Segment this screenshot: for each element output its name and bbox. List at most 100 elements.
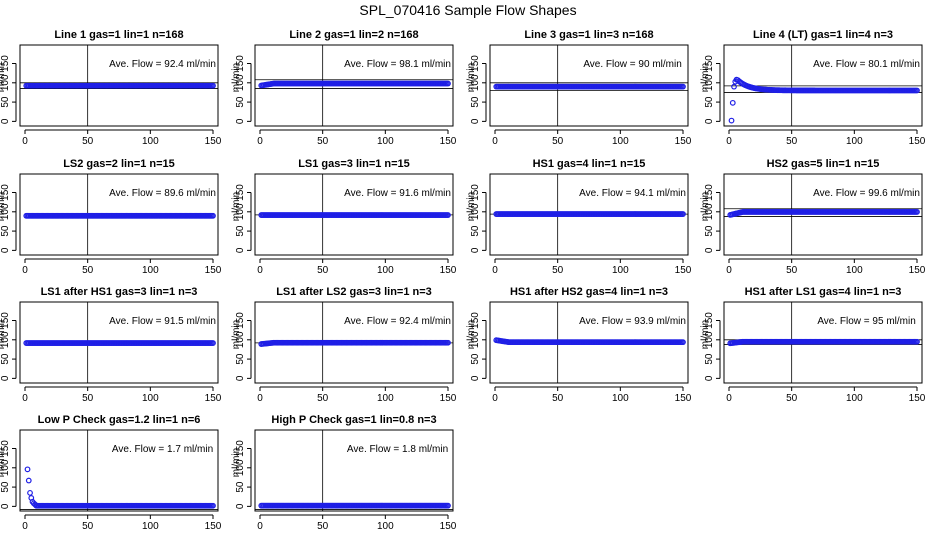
x-tick-label: 0 <box>257 265 263 276</box>
x-tick-label: 0 <box>22 265 28 276</box>
y-tick-label: 50 <box>0 481 11 493</box>
panel-grid: Line 1 gas=1 lin=1 n=168 0 50 100 150 0 50 100 1… <box>0 29 926 532</box>
chart-panel: Line 2 gas=1 lin=2 n=168 0 50 100 150 0 50 100 1… <box>231 29 457 147</box>
y-axis-label: ml/min <box>0 320 7 349</box>
y-tick-label: 100 <box>470 203 481 220</box>
y-tick-label: 50 <box>235 353 246 365</box>
panel-title: HS2 gas=5 lin=1 n=15 <box>767 158 880 170</box>
y-tick-label: 0 <box>0 247 11 253</box>
x-tick-label: 0 <box>257 521 263 532</box>
data-point <box>210 502 216 509</box>
y-tick-label: 100 <box>0 74 11 91</box>
y-tick-label: 0 <box>704 247 715 253</box>
y-tick-label: 0 <box>704 118 715 124</box>
y-tick-label: 50 <box>470 96 481 108</box>
y-tick-label: 0 <box>0 375 11 381</box>
x-tick-label: 50 <box>82 521 94 532</box>
data-point <box>914 209 920 215</box>
y-tick-label: 150 <box>704 55 715 72</box>
x-tick-label: 150 <box>440 136 457 147</box>
y-tick-label: 50 <box>0 353 11 365</box>
x-tick-label: 50 <box>317 265 329 276</box>
x-tick-label: 0 <box>492 265 498 276</box>
y-axis-label: ml/min <box>700 320 711 349</box>
y-tick-label: 0 <box>704 375 715 381</box>
y-tick-label: 0 <box>0 503 11 509</box>
y-tick-label: 100 <box>704 331 715 348</box>
data-series <box>258 502 451 509</box>
y-tick-label: 50 <box>704 96 715 108</box>
x-tick-label: 0 <box>726 136 732 147</box>
average-flow-annotation: Ave. Flow = 91.6 ml/min <box>344 188 451 199</box>
y-tick-label: 100 <box>0 331 11 348</box>
y-tick-label: 50 <box>470 353 481 365</box>
x-tick-label: 100 <box>142 136 159 147</box>
y-tick-label: 150 <box>0 184 11 201</box>
y-tick-label: 50 <box>704 353 715 365</box>
y-tick-label: 150 <box>0 440 11 457</box>
y-tick-label: 150 <box>470 184 481 201</box>
y-tick-label: 0 <box>470 247 481 253</box>
y-tick-label: 150 <box>0 55 11 72</box>
x-tick-label: 150 <box>440 393 457 404</box>
x-tick-label: 50 <box>317 521 329 532</box>
plot-frame <box>19 301 219 384</box>
x-tick-label: 150 <box>675 265 692 276</box>
plot-frame <box>723 301 923 384</box>
y-axis-label: ml/min <box>231 63 242 92</box>
y-tick-label: 50 <box>0 96 11 108</box>
y-tick-label: 100 <box>235 459 246 476</box>
chart-panel: Line 4 (LT) gas=1 lin=4 n=3 0 50 100 150 0 50 1… <box>700 29 926 147</box>
x-tick-label: 100 <box>142 393 159 404</box>
data-point <box>680 339 686 346</box>
x-tick-label: 0 <box>22 521 28 532</box>
y-tick-label: 100 <box>704 74 715 91</box>
x-tick-label: 0 <box>257 136 263 147</box>
y-tick-label: 50 <box>235 96 246 108</box>
y-tick-label: 100 <box>470 74 481 91</box>
x-tick-label: 0 <box>22 136 28 147</box>
y-axis-label: ml/min <box>0 448 7 477</box>
x-tick-label: 150 <box>909 393 926 404</box>
x-tick-label: 50 <box>786 265 798 276</box>
x-tick-label: 150 <box>440 265 457 276</box>
data-point <box>24 466 31 473</box>
y-tick-label: 150 <box>235 312 246 329</box>
y-tick-label: 0 <box>470 375 481 381</box>
panel-title: LS1 gas=3 lin=1 n=15 <box>298 158 410 170</box>
y-tick-label: 100 <box>235 331 246 348</box>
y-tick-label: 50 <box>235 481 246 493</box>
chart-panel: HS2 gas=5 lin=1 n=150 50 100 150050100150ml… <box>700 158 926 276</box>
average-flow-annotation: Ave. Flow = 93.9 ml/min <box>579 316 686 327</box>
data-point <box>445 80 451 87</box>
data-point <box>210 212 216 219</box>
panel-title: Line 4 (LT) gas=1 lin=4 n=3 <box>753 29 893 41</box>
data-series <box>493 337 686 346</box>
figure-title: SPL_070416 Sample Flow Shapes <box>359 2 576 18</box>
chart-panel: LS2 gas=2 lin=1 n=150 50 100 150050100150ml… <box>0 158 222 276</box>
chart-panel: LS1 gas=3 lin=1 n=150 50 100 150050100150ml… <box>231 158 457 276</box>
y-tick-label: 150 <box>704 184 715 201</box>
y-tick-label: 150 <box>470 312 481 329</box>
chart-panel: HS1 after HS2 gas=4 lin=1 n=3 0 50 100 150 0 5… <box>466 286 692 404</box>
data-point <box>914 87 920 94</box>
x-tick-label: 100 <box>612 136 629 147</box>
data-point <box>729 99 736 106</box>
x-tick-label: 50 <box>552 393 564 404</box>
data-series <box>258 339 451 347</box>
average-flow-annotation: Ave. Flow = 1.7 ml/min <box>112 444 213 455</box>
y-tick-label: 100 <box>0 459 11 476</box>
data-series <box>258 80 451 89</box>
x-tick-label: 100 <box>846 136 863 147</box>
x-tick-label: 0 <box>492 136 498 147</box>
y-axis-label: ml/min <box>231 448 242 477</box>
x-tick-label: 150 <box>205 265 222 276</box>
x-tick-label: 150 <box>205 136 222 147</box>
y-tick-label: 150 <box>235 440 246 457</box>
plot-frame <box>19 44 219 127</box>
x-tick-label: 50 <box>317 393 329 404</box>
y-axis-label: ml/min <box>466 192 477 221</box>
chart-panel: LS1 after LS2 gas=3 lin=1 n=3 0 50 100 150 0 5… <box>231 286 457 404</box>
chart-panel: HS1 after LS1 gas=4 lin=1 n=3 0 50 100 150 0 5… <box>700 286 926 404</box>
average-flow-annotation: Ave. Flow = 91.5 ml/min <box>109 316 216 327</box>
